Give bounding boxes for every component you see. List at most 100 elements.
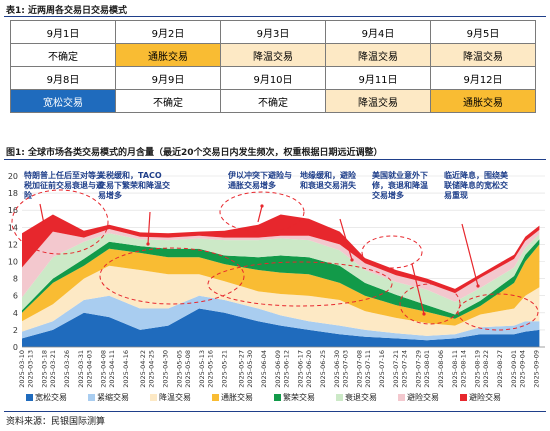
annotation-arrowhead — [422, 312, 426, 316]
annotation-line: 特朗普上任后至对等关 — [24, 170, 104, 180]
legend-label: 宽松交易 — [35, 392, 67, 402]
annotation-line: 关税缓和，TACO — [98, 170, 162, 180]
x-tick-label: 2025-03-21 — [49, 350, 57, 388]
x-tick-label: 2025-08-22 — [482, 350, 490, 388]
x-tick-label: 2025-06-09 — [274, 350, 282, 388]
x-tick-label: 2025-09-01 — [510, 350, 518, 388]
annotation-line: 联储降息的宽松交 — [444, 180, 508, 190]
annotation-arrowhead — [260, 204, 264, 208]
x-tick-label: 2025-08-19 — [474, 350, 482, 388]
annotation-line: 修，衰退和降温 — [371, 180, 428, 190]
annotation-line: 地缘缓和，避险 — [300, 170, 357, 180]
legend-label: 降温交易 — [159, 392, 191, 402]
series-area — [22, 265, 540, 336]
x-tick-label: 2025-04-25 — [147, 350, 155, 388]
date-cell: 9月11日 — [325, 66, 431, 90]
x-tick-label: 2025-04-11 — [108, 350, 116, 388]
annotation-line: 交易下繁荣和降温交 — [98, 180, 170, 190]
annotation-text: 伊以冲突下避险与通胀交易增多 — [227, 170, 292, 190]
x-tick-label: 2025-07-03 — [341, 350, 349, 388]
x-tick-label: 2025-05-13 — [198, 350, 206, 388]
date-cell: 9月9日 — [115, 66, 221, 90]
legend-swatch — [212, 394, 219, 401]
legend-swatch — [460, 394, 467, 401]
series-area — [22, 233, 540, 315]
x-tick-label: 2025-08-14 — [460, 350, 468, 388]
x-tick-label: 2025-04-30 — [161, 350, 169, 388]
trading-mode-table: 9月1日 9月2日 9月3日 9月4日 9月5日 不确定 通胀交易 降温交易 降… — [10, 20, 536, 113]
date-cell: 9月8日 — [10, 66, 116, 90]
y-tick-label: 0 — [13, 343, 18, 352]
source-note: 资料来源：民银国际测算 — [6, 417, 106, 427]
annotation-line: 易增多 — [98, 190, 122, 200]
x-tick-label: 2025-08-27 — [496, 350, 504, 388]
x-tick-label: 2025-09-04 — [519, 350, 527, 388]
legend-label: 繁荣交易 — [283, 392, 315, 402]
legend-label: 紧缩交易 — [97, 392, 129, 402]
date-cell: 9月1日 — [10, 20, 116, 44]
x-tick-label: 2025-08-01 — [423, 350, 431, 388]
x-tick-label: 2025-09-09 — [533, 350, 541, 388]
legend-swatch — [150, 394, 157, 401]
annotation-ellipse — [11, 189, 109, 255]
y-tick-label: 8 — [13, 275, 18, 284]
y-tick-label: 20 — [8, 172, 18, 181]
mode-cell: 不确定 — [115, 89, 221, 113]
date-cell: 9月2日 — [115, 20, 221, 44]
series-area — [22, 295, 540, 341]
annotation-arrowhead — [350, 258, 354, 262]
x-tick-label: 2025-03-18 — [41, 350, 49, 388]
y-tick-label: 18 — [8, 189, 18, 198]
annotation-arrow — [147, 211, 151, 245]
annotation-text: 美国就业意外下修，衰退和降温交易增多 — [371, 170, 428, 200]
legend-swatch — [26, 394, 33, 401]
x-tick-label: 2025-03-13 — [26, 350, 34, 388]
annotation-line: 易重现 — [444, 190, 468, 200]
legend-label: 通胀交易 — [221, 392, 253, 402]
annotation-line: 险 — [24, 190, 33, 200]
figure-title-rule — [4, 159, 546, 160]
x-tick-label: 2025-04-08 — [100, 350, 108, 388]
source-rule — [4, 411, 546, 412]
annotation-arrowhead — [42, 222, 46, 226]
x-tick-label: 2025-04-03 — [86, 350, 94, 388]
x-tick-label: 2025-05-08 — [184, 350, 192, 388]
annotation-arrowhead — [476, 284, 480, 288]
annotation-ellipse — [399, 283, 461, 325]
x-tick-label: 2025-07-21 — [392, 350, 400, 388]
annotation-text: 临近降息，围绕美联储降息的宽松交易重现 — [444, 170, 509, 200]
annotation-arrow — [339, 218, 353, 261]
y-tick-label: 10 — [8, 258, 18, 267]
annotation-ellipse — [99, 247, 245, 305]
annotation-line: 美国就业意外下 — [372, 170, 428, 180]
y-tick-label: 2 — [13, 326, 18, 335]
x-tick-label: 2025-03-31 — [77, 350, 85, 388]
x-tick-label: 2025-06-20 — [305, 350, 313, 388]
annotation-arrowhead — [146, 242, 150, 246]
annotation-ellipse — [219, 191, 305, 233]
x-tick-label: 2025-07-24 — [400, 350, 408, 388]
date-cell: 9月5日 — [430, 20, 536, 44]
y-tick-label: 6 — [13, 292, 18, 301]
mode-cell: 不确定 — [220, 89, 326, 113]
table-title: 表1: 近两周各交易日交易模式 — [6, 6, 127, 16]
legend-swatch — [88, 394, 95, 401]
legend-swatch — [274, 394, 281, 401]
x-tick-label: 2025-05-30 — [246, 350, 254, 388]
x-tick-label: 2025-06-30 — [333, 350, 341, 388]
x-tick-label: 2025-04-22 — [139, 350, 147, 388]
date-cell: 9月4日 — [325, 20, 431, 44]
series-area — [22, 214, 540, 294]
x-tick-label: 2025-05-27 — [237, 350, 245, 388]
x-tick-label: 2025-08-11 — [451, 350, 459, 388]
x-tick-label: 2025-07-11 — [364, 350, 372, 388]
x-tick-label: 2025-07-29 — [415, 350, 423, 388]
x-tick-label: 2025-06-12 — [282, 350, 290, 388]
annotation-line: 临近降息，围绕美 — [444, 170, 509, 180]
mode-cell: 降温交易 — [325, 89, 431, 113]
annotation-line: 和衰退交易消失 — [300, 180, 357, 190]
x-tick-label: 2025-06-04 — [260, 350, 268, 388]
legend-swatch — [336, 394, 343, 401]
x-tick-label: 2025-07-16 — [378, 350, 386, 388]
